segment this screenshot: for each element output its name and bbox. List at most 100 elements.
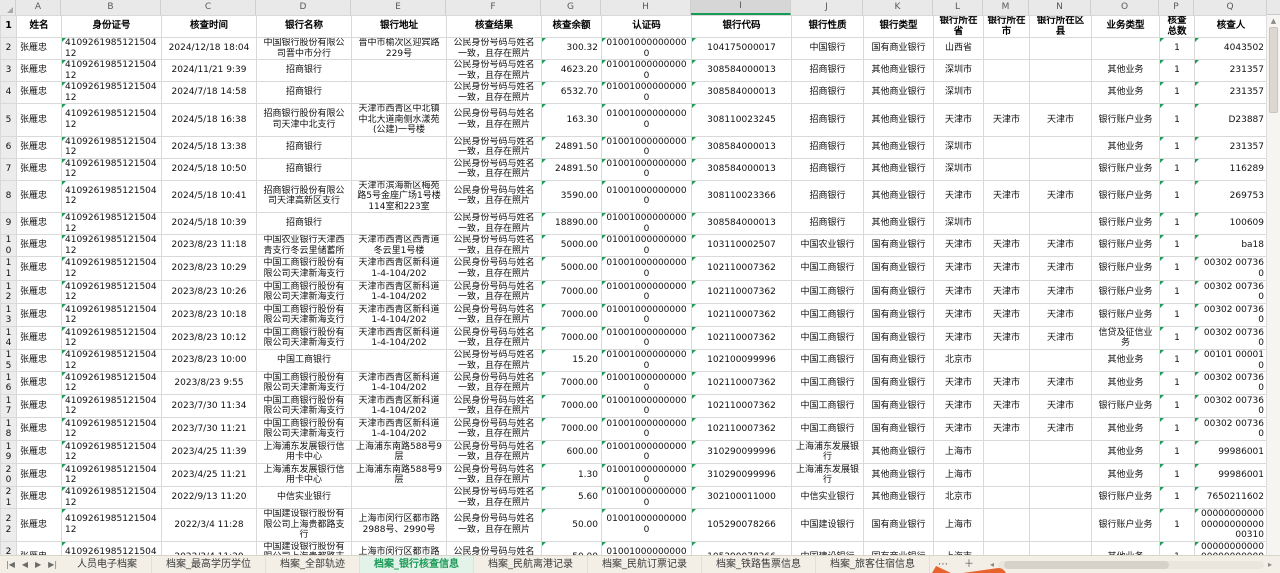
cell-B10[interactable]: 410926198512150412 bbox=[61, 234, 162, 257]
cell-M6[interactable] bbox=[983, 135, 1030, 159]
cell-Q18[interactable]: 00302 00736 0 bbox=[1194, 417, 1268, 441]
cell-H7[interactable]: 010010000000000 bbox=[601, 157, 692, 181]
cell-N4[interactable] bbox=[1029, 81, 1092, 104]
cell-Q23[interactable]: 00000000000000000000003101025 bbox=[1194, 540, 1268, 555]
cell-P23[interactable]: 1 bbox=[1159, 540, 1195, 555]
cell-E18[interactable]: 天津市西青区新科道1-4-104/202 bbox=[351, 417, 447, 441]
cell-Q7[interactable]: 116289 bbox=[1194, 157, 1268, 181]
column-header-B[interactable]: B bbox=[61, 0, 161, 15]
cell-P19[interactable]: 1 bbox=[1159, 440, 1195, 464]
cell-C6[interactable]: 2024/5/18 13:38 bbox=[161, 135, 257, 159]
cell-H15[interactable]: 010010000000000 bbox=[601, 349, 692, 372]
cell-F13[interactable]: 公民身份号码与姓名一致，且存在照片 bbox=[446, 303, 542, 327]
cell-Q14[interactable]: 00302 00736 0 bbox=[1194, 326, 1268, 350]
row-number-20[interactable]: 20 bbox=[0, 463, 17, 487]
cell-H9[interactable]: 010010000000000 bbox=[601, 212, 692, 235]
cell-B4[interactable]: 410926198512150412 bbox=[61, 81, 162, 104]
cell-G10[interactable]: 5000.00 bbox=[541, 234, 602, 257]
cell-L2[interactable]: 山西省 bbox=[933, 37, 984, 60]
cell-P6[interactable]: 1 bbox=[1159, 135, 1195, 159]
cell-I21[interactable]: 302100011000 bbox=[691, 486, 792, 509]
cell-P9[interactable]: 1 bbox=[1159, 212, 1195, 235]
cell-H19[interactable]: 010010000000000 bbox=[601, 440, 692, 464]
cell-B15[interactable]: 410926198512150412 bbox=[61, 349, 162, 372]
row-number-2[interactable]: 2 bbox=[0, 37, 17, 60]
vertical-scroll-thumb[interactable] bbox=[1269, 27, 1278, 113]
cell-B6[interactable]: 410926198512150412 bbox=[61, 135, 162, 159]
cell-F6[interactable]: 公民身份号码与姓名一致，且存在照片 bbox=[446, 135, 542, 159]
cell-M23[interactable] bbox=[983, 540, 1030, 555]
cell-F11[interactable]: 公民身份号码与姓名一致，且存在照片 bbox=[446, 256, 542, 281]
cell-C19[interactable]: 2023/4/25 11:39 bbox=[161, 440, 257, 464]
cell-K15[interactable]: 国有商业银行 bbox=[863, 349, 934, 372]
cell-D7[interactable]: 招商银行 bbox=[256, 157, 352, 181]
cell-H5[interactable]: 010010000000000 bbox=[601, 103, 692, 137]
sheet-nav-icon-1[interactable]: ◀ bbox=[21, 560, 29, 569]
cell-F10[interactable]: 公民身份号码与姓名一致，且存在照片 bbox=[446, 234, 542, 257]
cell-D11[interactable]: 中国工商银行股份有限公司天津新海支行 bbox=[256, 256, 352, 281]
cell-C1[interactable]: 核查时间 bbox=[161, 15, 257, 38]
cell-N21[interactable] bbox=[1029, 486, 1092, 509]
cell-B16[interactable]: 410926198512150412 bbox=[61, 371, 162, 395]
cell-M16[interactable]: 天津市 bbox=[983, 371, 1030, 395]
cell-J10[interactable]: 中国农业银行 bbox=[791, 234, 864, 257]
cell-M11[interactable]: 天津市 bbox=[983, 256, 1030, 281]
row-number-11[interactable]: 11 bbox=[0, 256, 17, 281]
cell-C16[interactable]: 2023/8/23 9:55 bbox=[161, 371, 257, 395]
cell-I23[interactable]: 105290078266 bbox=[691, 540, 792, 555]
cell-A15[interactable]: 张雁忠 bbox=[16, 349, 62, 372]
row-number-19[interactable]: 19 bbox=[0, 440, 17, 464]
cell-P5[interactable]: 1 bbox=[1159, 103, 1195, 137]
cell-Q19[interactable]: 99986001 bbox=[1194, 440, 1268, 464]
cell-B19[interactable]: 410926198512150412 bbox=[61, 440, 162, 464]
cell-H16[interactable]: 010010000000000 bbox=[601, 371, 692, 395]
cell-D17[interactable]: 中国工商银行股份有限公司天津新海支行 bbox=[256, 394, 352, 418]
cell-M13[interactable]: 天津市 bbox=[983, 303, 1030, 327]
row-number-4[interactable]: 4 bbox=[0, 81, 17, 104]
cell-A18[interactable]: 张雁忠 bbox=[16, 417, 62, 441]
cell-D21[interactable]: 中信实业银行 bbox=[256, 486, 352, 509]
cell-O11[interactable]: 银行账户业务 bbox=[1091, 256, 1160, 281]
cell-A5[interactable]: 张雁忠 bbox=[16, 103, 62, 137]
cell-L18[interactable]: 天津市 bbox=[933, 417, 984, 441]
cell-M12[interactable]: 天津市 bbox=[983, 280, 1030, 304]
cell-Q4[interactable]: 231357 bbox=[1194, 81, 1268, 104]
cell-H8[interactable]: 010010000000000 bbox=[601, 179, 692, 213]
cell-H11[interactable]: 010010000000000 bbox=[601, 256, 692, 281]
cell-L15[interactable]: 北京市 bbox=[933, 349, 984, 372]
sheet-nav-icon-3[interactable]: ▶| bbox=[48, 560, 58, 569]
cell-E2[interactable]: 晋中市榆次区迎宾路229号 bbox=[351, 37, 447, 60]
cell-M1[interactable]: 银行所在市 bbox=[983, 15, 1030, 38]
cell-L3[interactable]: 深圳市 bbox=[933, 59, 984, 82]
cell-H22[interactable]: 010010000000000 bbox=[601, 508, 692, 542]
cell-E6[interactable] bbox=[351, 135, 447, 159]
cell-N15[interactable] bbox=[1029, 349, 1092, 372]
cell-B7[interactable]: 410926198512150412 bbox=[61, 157, 162, 181]
cell-A17[interactable]: 张雁忠 bbox=[16, 394, 62, 418]
cell-F22[interactable]: 公民身份号码与姓名一致，且存在照片 bbox=[446, 508, 542, 542]
column-header-J[interactable]: J bbox=[791, 0, 863, 15]
cell-F14[interactable]: 公民身份号码与姓名一致，且存在照片 bbox=[446, 326, 542, 350]
cell-D3[interactable]: 招商银行 bbox=[256, 59, 352, 82]
cell-H12[interactable]: 010010000000000 bbox=[601, 280, 692, 304]
cell-D2[interactable]: 中国银行股份有限公司晋中市分行 bbox=[256, 37, 352, 60]
cell-H1[interactable]: 认证码 bbox=[601, 15, 692, 38]
cell-C9[interactable]: 2024/5/18 10:39 bbox=[161, 212, 257, 235]
column-header-E[interactable]: E bbox=[351, 0, 446, 15]
cell-J18[interactable]: 中国工商银行 bbox=[791, 417, 864, 441]
cell-N8[interactable]: 天津市 bbox=[1029, 179, 1092, 213]
cell-E20[interactable]: 上海浦东南路588号9层 bbox=[351, 463, 447, 487]
column-header-I[interactable]: I bbox=[691, 0, 791, 15]
cell-M22[interactable] bbox=[983, 508, 1030, 542]
cell-E22[interactable]: 上海市闵行区都市路2988号、2990号 bbox=[351, 508, 447, 542]
cell-K5[interactable]: 其他商业银行 bbox=[863, 103, 934, 137]
cell-M19[interactable] bbox=[983, 440, 1030, 464]
cell-G12[interactable]: 7000.00 bbox=[541, 280, 602, 304]
cell-O21[interactable]: 银行账户业务 bbox=[1091, 486, 1160, 509]
cell-B18[interactable]: 410926198512150412 bbox=[61, 417, 162, 441]
cell-I3[interactable]: 308584000013 bbox=[691, 59, 792, 82]
cell-D15[interactable]: 中国工商银行 bbox=[256, 349, 352, 372]
cell-J12[interactable]: 中国工商银行 bbox=[791, 280, 864, 304]
cell-K14[interactable]: 国有商业银行 bbox=[863, 326, 934, 350]
cell-F17[interactable]: 公民身份号码与姓名一致，且存在照片 bbox=[446, 394, 542, 418]
